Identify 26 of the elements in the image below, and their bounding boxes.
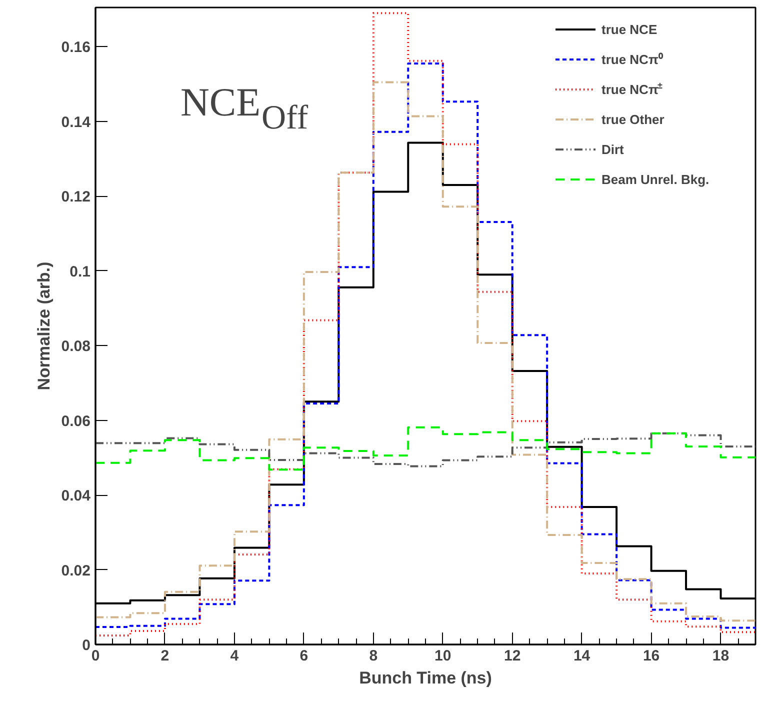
y-tick-label: 0.08: [61, 338, 91, 356]
x-axis-title: Bunch Time (ns): [359, 668, 492, 688]
x-tick-label: 14: [573, 648, 591, 664]
x-tick-label: 4: [230, 648, 240, 664]
y-tick-label: 0.12: [61, 188, 91, 206]
legend-label: Dirt: [602, 142, 625, 157]
x-tick-label: 2: [160, 648, 170, 664]
y-tick-label: 0.14: [61, 114, 92, 131]
x-tick-label: 18: [712, 648, 730, 664]
x-tick-label: 6: [300, 648, 308, 664]
y-tick-label: 0: [82, 637, 90, 654]
y-tick-label: 0.06: [61, 412, 91, 430]
x-tick-label: 8: [369, 648, 378, 664]
legend-label: true Other: [602, 112, 664, 127]
legend-label: true NCπ⁰: [602, 52, 664, 67]
x-tick-label: 12: [504, 648, 521, 664]
y-axis-title: Normalize (arb.): [34, 262, 54, 390]
legend-label: true NCE: [602, 22, 658, 37]
legend-label: true NCπ±: [602, 80, 662, 97]
y-tick-label: 0.1: [70, 263, 91, 280]
y-tick-label: 0.16: [61, 39, 91, 56]
x-tick-label: 10: [434, 648, 452, 664]
legend-label: Beam Unrel. Bkg.: [602, 172, 710, 187]
y-tick-label: 0.02: [61, 562, 91, 580]
x-tick-label: 16: [642, 648, 660, 664]
y-tick-label: 0.04: [61, 488, 92, 505]
